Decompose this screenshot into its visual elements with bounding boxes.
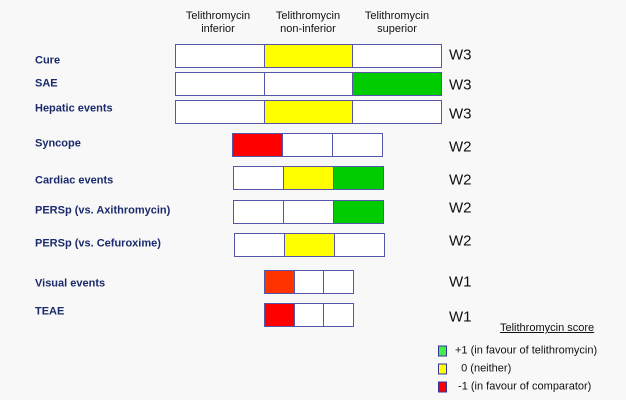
score-cell: [233, 134, 283, 156]
legend-item-plus1: +1 (in favour of telithromycin): [438, 345, 597, 358]
score-cell: [283, 134, 333, 156]
row-label-hepatic-events: Hepatic events: [35, 102, 113, 115]
legend-text: 0 (neither): [455, 362, 512, 375]
legend-text: -1 (in favour of comparator): [455, 380, 592, 393]
score-bar-sae: [175, 72, 442, 96]
score-cell: [176, 73, 265, 95]
score-cell: [176, 45, 265, 67]
score-cell: [353, 45, 442, 67]
legend-text: +1 (in favour of telithromycin): [455, 344, 598, 357]
score-cell: [335, 234, 384, 256]
score-bar-cure: [175, 44, 442, 68]
score-cell: [324, 271, 354, 293]
score-cell: [353, 101, 442, 123]
score-cell: [234, 167, 284, 189]
header-line: superior: [377, 23, 417, 35]
header-line: Telithromycin: [364, 10, 430, 22]
score-cell: [294, 304, 325, 326]
row-label-sae: SAE: [35, 77, 58, 90]
weight-label: W1: [449, 273, 472, 291]
weight-label: W2: [449, 199, 472, 217]
score-bar-syncope: [232, 133, 383, 157]
score-bar-persp-vs-cefuroxime: [234, 233, 385, 257]
score-cell: [265, 271, 295, 293]
weight-label: W3: [449, 105, 472, 123]
row-label-teae: TEAE: [35, 305, 65, 318]
header-superior: Telithromycin superior: [347, 10, 447, 36]
score-cell: [284, 167, 334, 189]
score-cell: [334, 167, 383, 189]
score-cell: [264, 101, 354, 123]
row-label-persp-vs-axithromycin: PERSp (vs. Axithromycin): [35, 204, 171, 217]
weight-label: W3: [449, 46, 472, 64]
score-bar-cardiac-events: [233, 166, 384, 190]
header-line: non-inferior: [280, 23, 336, 35]
header-non-inferior: Telithromycin non-inferior: [258, 10, 358, 36]
legend-title: Telithromycin score: [500, 322, 595, 334]
legend-item-minus1: -1 (in favour of comparator): [438, 381, 591, 394]
score-cell: [264, 73, 354, 95]
score-cell: [234, 201, 284, 223]
score-bar-hepatic-events: [175, 100, 442, 124]
weight-label: W1: [449, 308, 472, 326]
row-label-syncope: Syncope: [35, 137, 81, 150]
score-cell: [294, 271, 325, 293]
score-cell: [284, 201, 334, 223]
score-cell: [235, 234, 285, 256]
header-line: Telithromycin: [185, 10, 251, 22]
legend-item-zero: 0 (neither): [438, 363, 511, 376]
header-inferior: Telithromycin inferior: [168, 10, 268, 36]
weight-label: W2: [449, 138, 472, 156]
score-bar-visual-events: [264, 270, 354, 294]
score-cell: [176, 101, 265, 123]
score-bar-teae: [264, 303, 354, 327]
weight-label: W2: [449, 232, 472, 250]
row-label-cardiac-events: Cardiac events: [35, 174, 114, 187]
legend-swatch: [438, 345, 447, 357]
score-bar-persp-vs-axithromycin: [233, 200, 384, 224]
score-cell: [285, 234, 335, 256]
score-cell: [353, 73, 442, 95]
row-label-persp-vs-cefuroxime: PERSp (vs. Cefuroxime): [35, 237, 161, 250]
header-line: Telithromycin: [275, 10, 341, 22]
weight-label: W2: [449, 171, 472, 189]
legend-swatch: [438, 381, 447, 393]
score-cell: [324, 304, 354, 326]
legend-swatch: [438, 363, 447, 375]
score-cell: [264, 45, 354, 67]
score-cell: [333, 134, 382, 156]
header-line: inferior: [201, 23, 235, 35]
weight-label: W3: [449, 76, 472, 94]
score-cell: [265, 304, 295, 326]
score-cell: [334, 201, 383, 223]
row-label-visual-events: Visual events: [35, 277, 106, 290]
row-label-cure: Cure: [35, 54, 61, 67]
